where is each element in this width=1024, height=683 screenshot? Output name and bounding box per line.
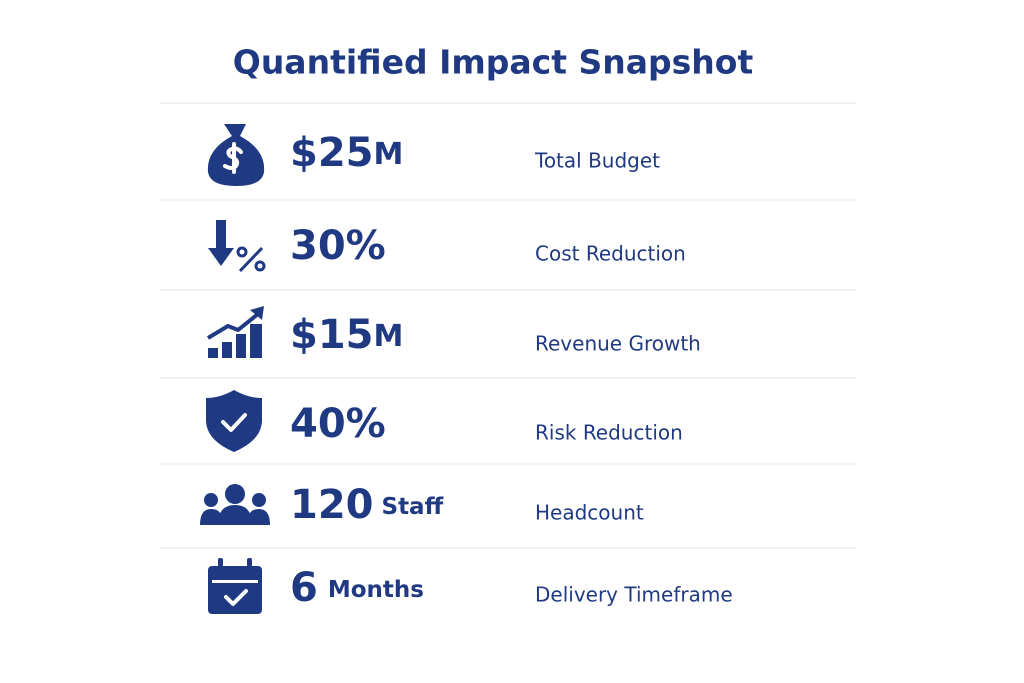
text-part: M [374,137,404,172]
metric-label: Risk Reduction [535,421,683,445]
dividers [160,102,856,549]
icon-down-percent [208,220,266,273]
icon-money-bag [207,124,265,186]
metric-label: Cost Reduction [535,242,686,266]
text-part: Months [328,577,424,603]
metric-value: $15M [290,312,403,358]
metric-label: Total Budget [534,149,660,173]
text-part: Staff [382,494,444,520]
title: Quantified Impact Snapshot [233,43,754,82]
text-part: $15 [290,312,374,358]
metric-label: Revenue Growth [535,332,701,356]
icon-growth [206,306,264,358]
metric-value: 40% [290,401,386,447]
text-part: $25 [290,130,374,176]
text-part: 30% [290,223,386,269]
metric-label: Headcount [535,501,644,525]
metric-value: $25M [290,130,403,176]
metric-label: Delivery Timeframe [535,583,733,607]
text-part: 40% [290,401,386,447]
metric-value: 120 Staff [290,482,444,528]
text-part: M [374,319,404,354]
icon-shield [206,390,262,452]
icon-calendar [208,558,262,614]
metric-value: 6 Months [290,565,424,611]
metric-value: 30% [290,223,386,269]
text-part: 120 [290,482,374,528]
icon-people [200,484,270,525]
text-part: 6 [290,565,318,611]
